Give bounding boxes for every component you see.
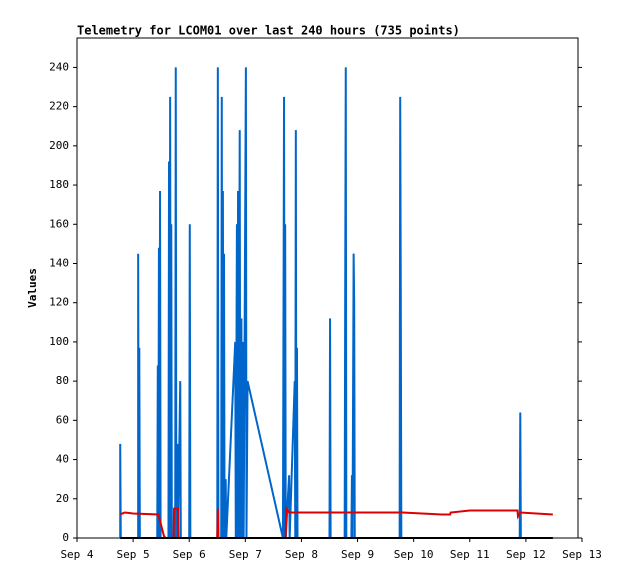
y-axis-label: Values xyxy=(26,268,39,308)
x-tick-label: Sep 10 xyxy=(394,548,434,561)
y-tick-label: 120 xyxy=(49,296,69,309)
x-tick-label: Sep 8 xyxy=(285,548,318,561)
y-tick-label: 140 xyxy=(49,256,69,269)
x-tick-label: Sep 13 xyxy=(562,548,602,561)
x-tick-label: Sep 6 xyxy=(173,548,206,561)
y-tick-label: 0 xyxy=(62,531,69,544)
y-tick-label: 20 xyxy=(56,492,69,505)
y-tick-label: 80 xyxy=(56,374,69,387)
chart-title: Telemetry for LCOM01 over last 240 hours… xyxy=(77,24,460,38)
x-tick-label: Sep 5 xyxy=(117,548,150,561)
y-tick-label: 180 xyxy=(49,178,69,191)
y-tick-label: 60 xyxy=(56,413,69,426)
y-tick-label: 40 xyxy=(56,453,69,466)
y-tick-label: 220 xyxy=(49,100,69,113)
y-tick-label: 200 xyxy=(49,139,69,152)
y-tick-label: 160 xyxy=(49,217,69,230)
x-tick-label: Sep 12 xyxy=(506,548,546,561)
x-tick-label: Sep 11 xyxy=(450,548,490,561)
series-line xyxy=(119,67,553,539)
y-tick-label: 240 xyxy=(49,60,69,73)
x-tick-label: Sep 9 xyxy=(341,548,374,561)
x-tick-label: Sep 7 xyxy=(229,548,262,561)
y-tick-label: 100 xyxy=(49,335,69,348)
x-tick-label: Sep 4 xyxy=(60,548,93,561)
